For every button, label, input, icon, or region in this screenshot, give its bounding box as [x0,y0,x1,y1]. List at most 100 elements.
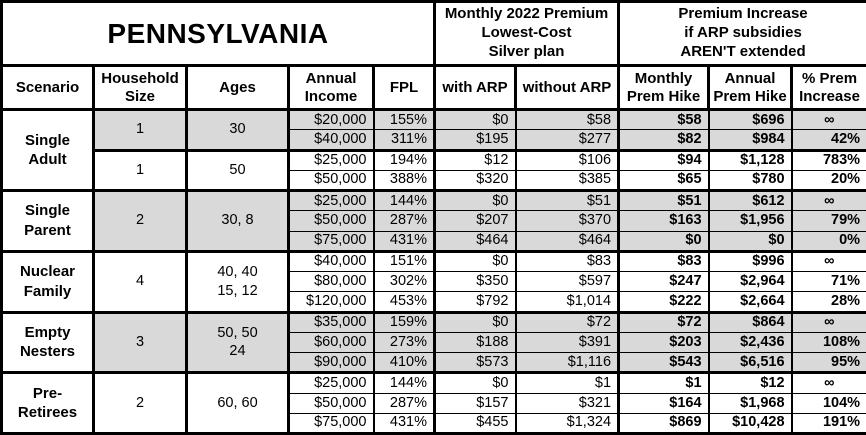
annual-income-cell: $120,000 [287,291,374,313]
fpl-cell: 453% [372,291,435,313]
annual-prem-hike-cell: $612 [707,188,793,212]
pct-prem-increase-cell: 79% [790,210,866,232]
fpl-cell: 151% [372,249,435,273]
annual-income-cell: $50,000 [287,169,374,192]
with-arp-cell: $792 [433,291,516,313]
column-header-row: Scenario Household Size Ages Annual Inco… [0,64,866,111]
fpl-cell: 388% [372,169,435,192]
monthly-prem-hike-cell: $222 [617,291,710,313]
with-arp-cell: $12 [433,148,516,171]
col-header-pct-prem-increase: % Prem Increase [790,64,866,111]
annual-prem-hike-cell: $2,664 [707,291,793,313]
with-arp-cell: $0 [433,310,516,333]
without-arp-cell: $391 [514,331,620,354]
without-arp-cell: $72 [514,310,620,333]
with-arp-cell: $320 [433,169,516,192]
annual-prem-hike-cell: $10,428 [707,412,793,435]
annual-income-cell: $50,000 [287,210,374,232]
fpl-cell: 410% [372,351,435,374]
monthly-prem-hike-cell: $163 [617,210,710,232]
pct-prem-increase-cell: 783% [790,148,866,171]
monthly-prem-hike-cell: $0 [617,230,710,252]
fpl-cell: 144% [372,188,435,212]
without-arp-cell: $51 [514,188,620,212]
without-arp-cell: $321 [514,392,620,414]
col-header-annual-prem-hike: Annual Prem Hike [707,64,794,111]
without-arp-cell: $385 [514,169,620,192]
monthly-prem-hike-cell: $72 [617,310,710,333]
annual-income-cell: $80,000 [287,270,374,293]
pct-prem-increase-cell: 191% [790,412,866,435]
increase-group-header: Premium Increase if ARP subsidies AREN'T… [617,0,866,67]
without-arp-cell: $106 [514,148,620,171]
with-arp-cell: $195 [433,129,516,151]
premium-group-header: Monthly 2022 Premium Lowest-Cost Silver … [432,0,621,67]
without-arp-cell: $1 [514,371,620,394]
annual-prem-hike-cell: $0 [707,230,793,252]
monthly-prem-hike-cell: $869 [617,412,710,435]
fpl-cell: 194% [372,148,435,171]
annual-income-cell: $25,000 [287,148,374,171]
monthly-prem-hike-cell: $51 [617,188,710,212]
without-arp-cell: $277 [514,129,620,151]
annual-income-cell: $40,000 [287,129,374,151]
table-row: $50,000 287% $157 $321 $164 $1,968 104% [2,392,866,414]
annual-income-cell: $60,000 [287,331,374,354]
monthly-prem-hike-cell: $1 [617,371,710,394]
pct-prem-increase-cell: 108% [790,331,866,354]
ages-cell: 40, 40 15, 12 [185,249,289,313]
table-row: $75,000 431% $455 $1,324 $869 $10,428 191% [2,412,866,435]
household-size-cell: 3 [92,310,187,374]
with-arp-cell: $464 [433,230,516,252]
fpl-cell: 287% [372,210,435,232]
with-arp-cell: $573 [433,351,516,374]
monthly-prem-hike-cell: $82 [617,129,710,151]
household-size-cell: 1 [92,148,187,191]
table-row: Single Parent 2 30, 8 $25,000 144% $0 $51 $51 $6… [0,188,866,252]
ages-cell: 30 [185,108,289,151]
title-row: PENNSYLVANIA Monthly 2022 Premium Lowest… [0,0,866,67]
with-arp-cell: $350 [433,270,516,293]
with-arp-cell: $0 [433,371,516,394]
pct-prem-increase-cell: ∞ [790,310,866,333]
annual-prem-hike-cell: $1,128 [707,148,793,171]
table-row: Nuclear Family 4 40, 40 15, 12 $40,000 151% $… [0,249,866,313]
table-row: $80,000 302% $350 $597 $247 $2,964 71% [2,270,866,293]
table-row: Empty Nesters 3 50, 50 24 $35,000 159% $0 $72 $… [0,310,866,374]
monthly-prem-hike-cell: $247 [617,270,710,293]
annual-income-cell: $25,000 [287,188,374,212]
col-header-fpl: FPL [372,64,436,111]
table-row: $50,000 388% $320 $385 $65 $780 20% [2,169,866,192]
with-arp-cell: $207 [433,210,516,232]
scenario-cell: Nuclear Family [0,249,95,313]
scenario-cell: Pre- Retirees [0,371,95,434]
table-row: $40,000 311% $195 $277 $82 $984 42% [2,129,866,151]
fpl-cell: 311% [372,129,435,151]
state-title: PENNSYLVANIA [0,0,436,67]
with-arp-cell: $455 [433,412,516,435]
monthly-prem-hike-cell: $83 [617,249,710,273]
household-size-cell: 4 [92,249,187,313]
annual-prem-hike-cell: $2,436 [707,331,793,354]
pct-prem-increase-cell: ∞ [790,188,866,212]
annual-income-cell: $35,000 [287,310,374,333]
without-arp-cell: $597 [514,270,620,293]
fpl-cell: 431% [372,230,435,252]
scenario-cell: Single Adult [0,108,95,191]
annual-prem-hike-cell: $1,956 [707,210,793,232]
with-arp-cell: $0 [433,107,516,131]
pct-prem-increase-cell: 95% [790,351,866,374]
annual-income-cell: $75,000 [287,412,374,435]
pct-prem-increase-cell: 28% [790,291,866,313]
fpl-cell: 287% [372,392,435,414]
without-arp-cell: $1,324 [514,412,620,435]
fpl-cell: 431% [372,412,435,435]
fpl-cell: 273% [372,331,435,354]
with-arp-cell: $188 [433,331,516,354]
scenario-cell: Empty Nesters [0,310,95,374]
annual-prem-hike-cell: $1,968 [707,392,793,414]
annual-prem-hike-cell: $780 [707,169,793,192]
col-header-household-size: Household Size [92,64,188,111]
col-header-scenario: Scenario [0,64,95,111]
